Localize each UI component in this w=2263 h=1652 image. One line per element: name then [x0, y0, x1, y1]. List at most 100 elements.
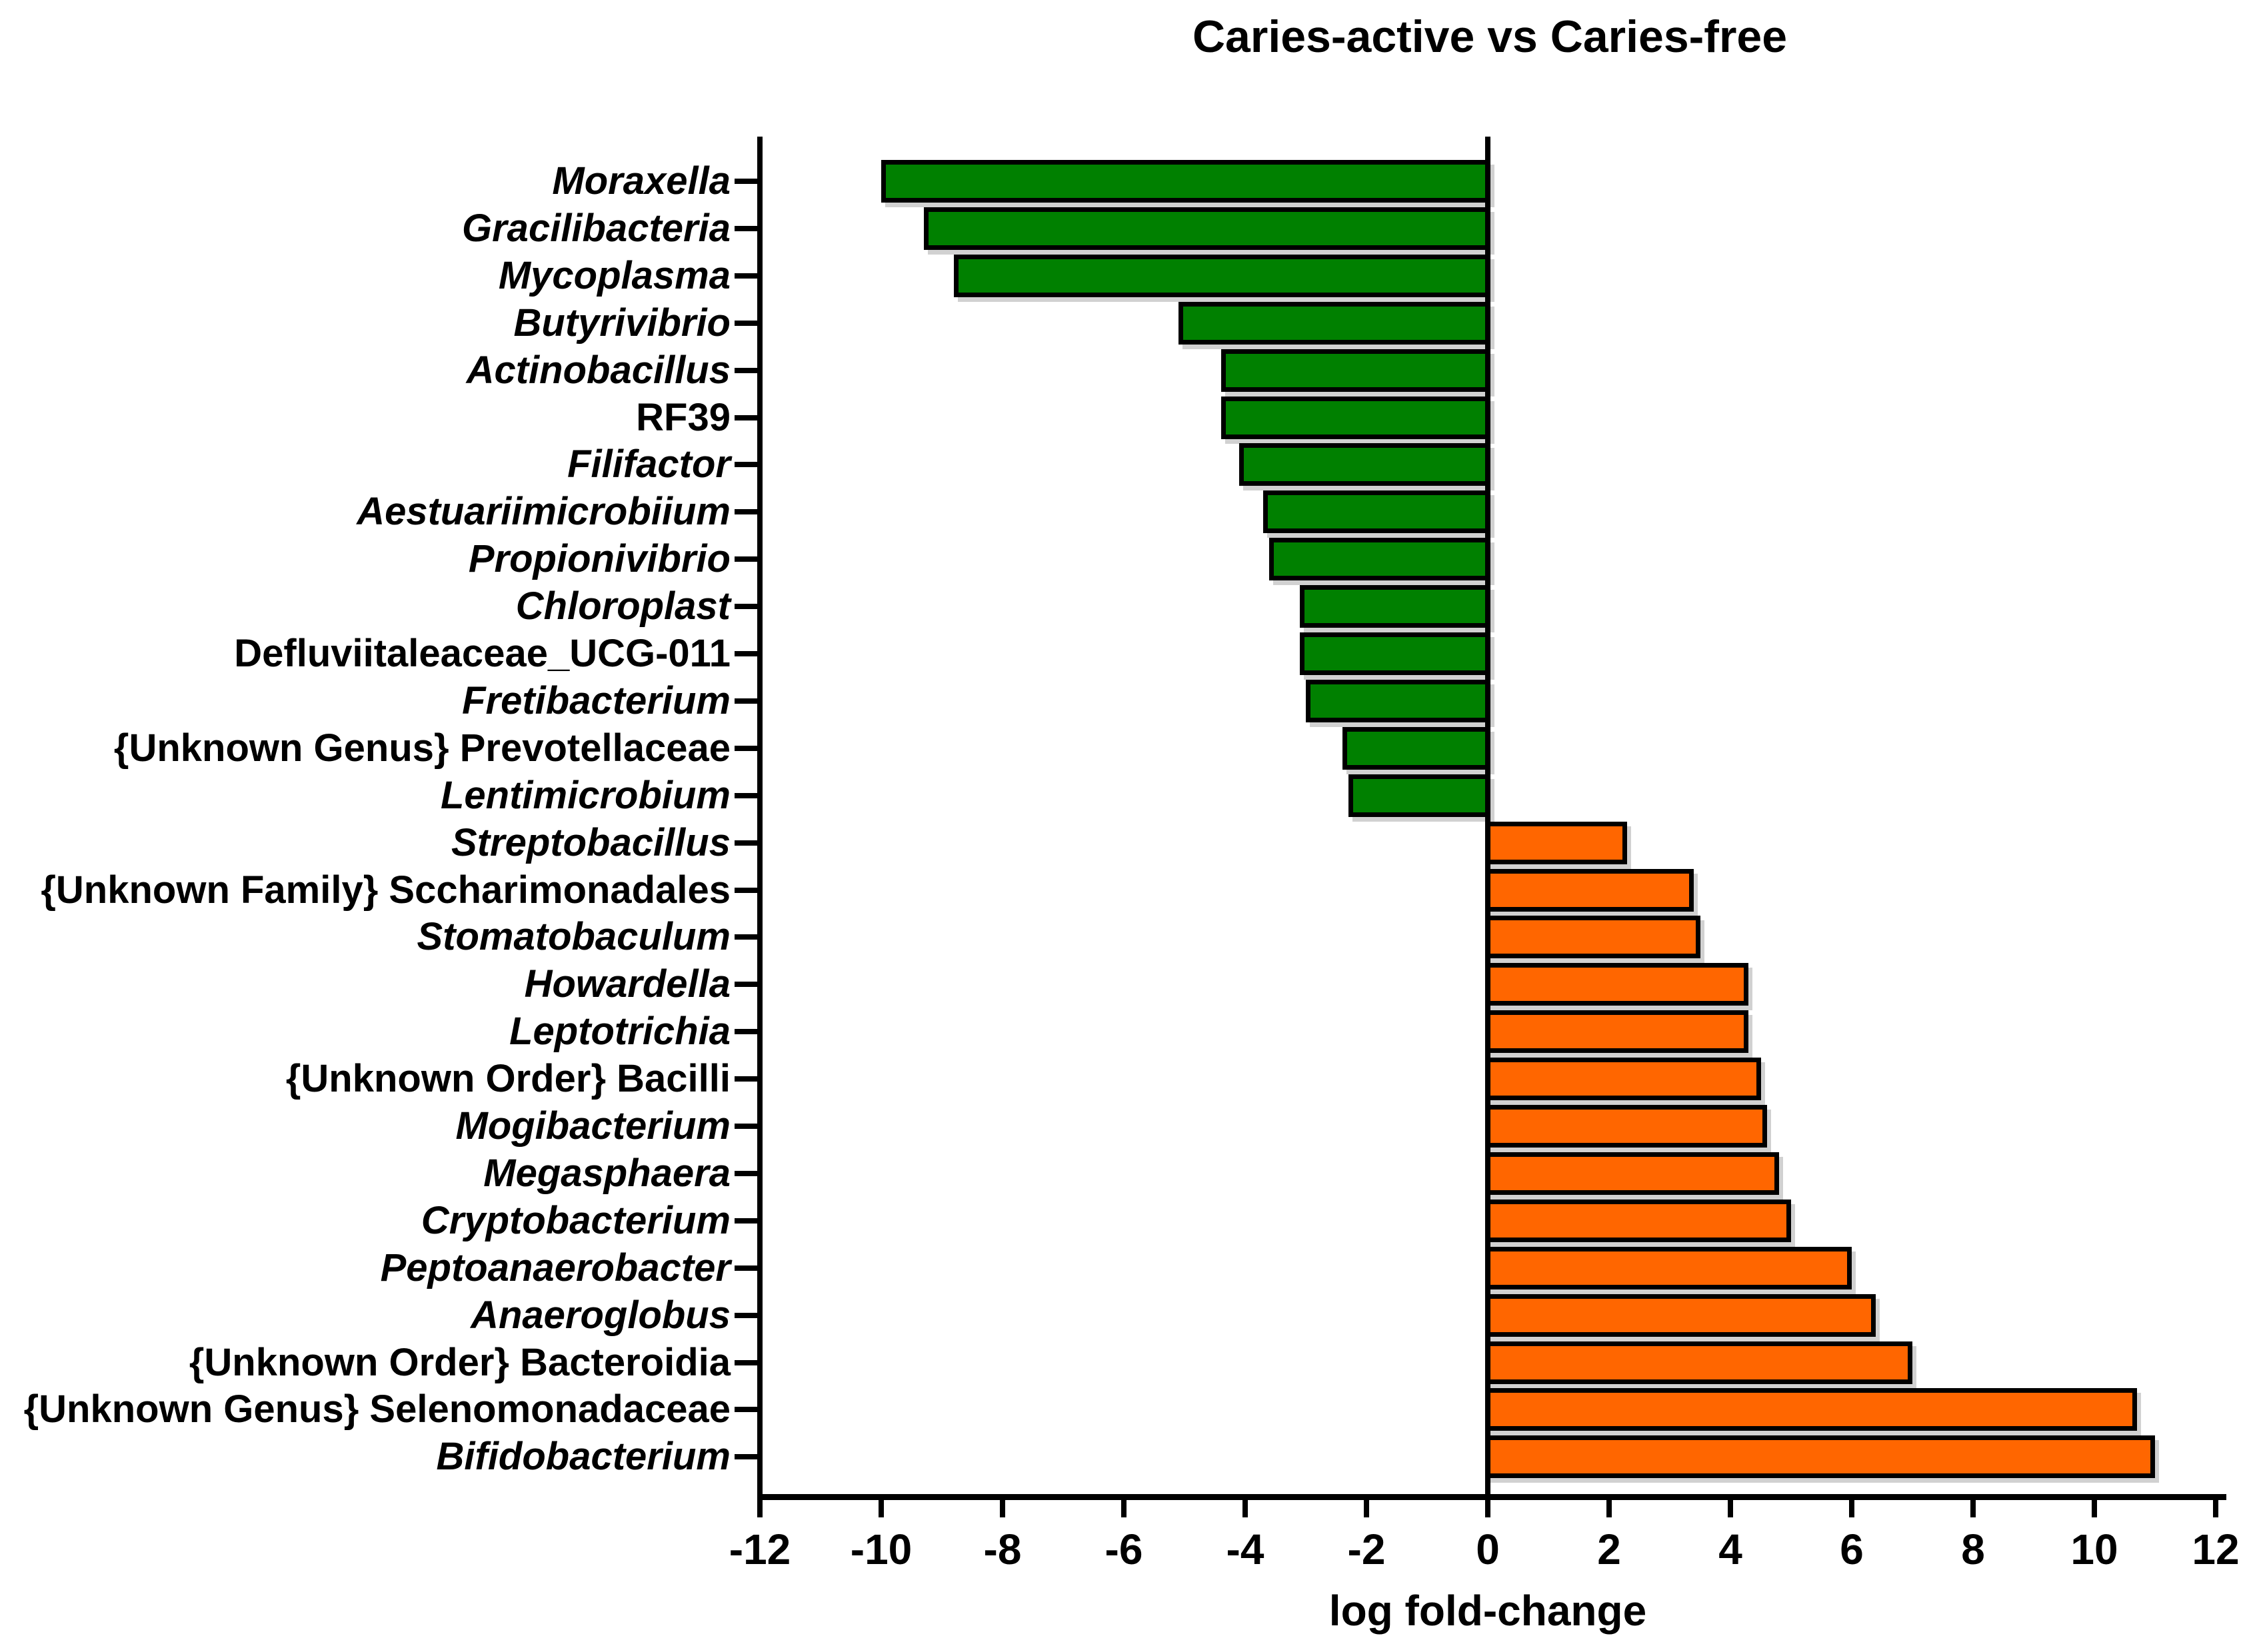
x-tick-label: -4 — [1226, 1525, 1264, 1573]
x-tick — [2092, 1497, 2097, 1517]
y-tick — [735, 1029, 760, 1035]
bar — [1485, 1058, 1761, 1101]
y-tick — [735, 367, 760, 373]
y-tick — [735, 698, 760, 704]
x-tick-label: 12 — [2192, 1525, 2240, 1573]
y-tick — [735, 1454, 760, 1460]
bar — [1220, 349, 1490, 392]
bar — [1178, 301, 1490, 345]
category-label: Megasphaera — [483, 1151, 731, 1195]
bar — [1485, 1105, 1767, 1148]
bar — [1485, 1199, 1791, 1242]
y-tick — [735, 1076, 760, 1082]
y-tick — [735, 887, 760, 893]
bar — [1485, 1341, 1912, 1384]
x-tick-label: -12 — [729, 1525, 791, 1573]
y-tick — [735, 509, 760, 515]
category-label: {Unknown Family} Sccharimonadales — [41, 868, 731, 912]
bar — [1485, 1152, 1779, 1195]
x-tick — [879, 1497, 884, 1517]
category-label: Fretibacterium — [462, 678, 731, 722]
category-label: Mogibacterium — [455, 1104, 731, 1148]
category-label: Aestuariimicrobiium — [357, 490, 731, 534]
x-tick — [2213, 1497, 2218, 1517]
y-tick — [735, 840, 760, 846]
bar — [881, 160, 1490, 203]
bar — [1269, 538, 1490, 581]
y-tick — [735, 462, 760, 468]
x-tick-label: 4 — [1718, 1525, 1742, 1573]
x-tick-label: -2 — [1347, 1525, 1386, 1573]
x-tick — [1485, 1497, 1490, 1517]
x-tick-label: 0 — [1476, 1525, 1500, 1573]
zero-axis-line — [1485, 137, 1490, 1497]
x-tick-label: 6 — [1840, 1525, 1864, 1573]
x-tick-label: -8 — [983, 1525, 1022, 1573]
x-tick — [1606, 1497, 1612, 1517]
bar — [1485, 1246, 1852, 1289]
bar — [1485, 1388, 2137, 1431]
y-tick — [735, 320, 760, 326]
bar — [1342, 726, 1490, 770]
y-tick — [735, 604, 760, 610]
category-label: Butyrivibrio — [513, 301, 731, 345]
category-label: {Unknown Genus} Prevotellaceae — [113, 726, 731, 770]
category-label: Peptoanaerobacter — [380, 1245, 731, 1289]
y-tick — [735, 745, 760, 751]
y-tick — [735, 556, 760, 562]
category-label: Bifidobacterium — [436, 1435, 731, 1479]
y-tick — [735, 1265, 760, 1271]
category-label: Mycoplasma — [498, 253, 731, 297]
x-axis-label: log fold-change — [1328, 1587, 1647, 1635]
chart-title: Caries-active vs Caries-free — [1192, 11, 1788, 62]
category-label: Lentimicrobium — [440, 773, 731, 817]
y-tick — [735, 651, 760, 656]
x-tick — [1242, 1497, 1248, 1517]
x-tick-label: 2 — [1597, 1525, 1621, 1573]
bar — [1485, 1293, 1876, 1337]
category-label: Actinobacillus — [466, 348, 731, 392]
bar — [923, 207, 1490, 250]
category-label: Filifactor — [567, 442, 731, 486]
category-label: RF39 — [636, 395, 731, 439]
y-tick — [735, 1218, 760, 1224]
y-tick — [735, 414, 760, 420]
bar — [954, 254, 1490, 297]
y-tick — [735, 273, 760, 279]
y-tick — [735, 1124, 760, 1129]
bar — [1348, 774, 1490, 817]
bar — [1485, 868, 1694, 912]
bar — [1485, 916, 1700, 959]
category-label: Leptotrichia — [509, 1010, 731, 1054]
bar — [1238, 443, 1490, 486]
y-tick — [735, 792, 760, 798]
category-label: Anaeroglobus — [471, 1293, 731, 1337]
category-label: Streptobacillus — [451, 820, 731, 864]
x-axis-line — [757, 1494, 2226, 1500]
category-label: {Unknown Order} Bacilli — [285, 1057, 731, 1101]
bar — [1485, 1435, 2155, 1479]
x-tick-label: -10 — [850, 1525, 913, 1573]
category-label: Moraxella — [552, 159, 731, 203]
y-tick — [735, 225, 760, 231]
x-tick — [1121, 1497, 1127, 1517]
y-tick — [735, 934, 760, 940]
y-tick — [735, 1312, 760, 1318]
y-tick — [735, 179, 760, 184]
x-tick — [1849, 1497, 1854, 1517]
category-label: Chloroplast — [515, 584, 731, 628]
bar — [1485, 1010, 1749, 1054]
x-tick-label: 8 — [1961, 1525, 1985, 1573]
x-tick — [1970, 1497, 1976, 1517]
category-label: Propionivibrio — [468, 537, 731, 581]
bar — [1299, 632, 1490, 675]
x-tick-label: -6 — [1105, 1525, 1143, 1573]
category-label: {Unknown Order} Bacteroidia — [189, 1340, 731, 1384]
category-label: Gracilibacteria — [462, 206, 731, 250]
category-label: Howardella — [524, 962, 731, 1006]
bar — [1485, 821, 1628, 864]
category-label: {Unknown Genus} Selenomonadaceae — [23, 1387, 731, 1431]
y-axis-spine — [757, 137, 763, 1517]
x-tick-label: 10 — [2070, 1525, 2118, 1573]
